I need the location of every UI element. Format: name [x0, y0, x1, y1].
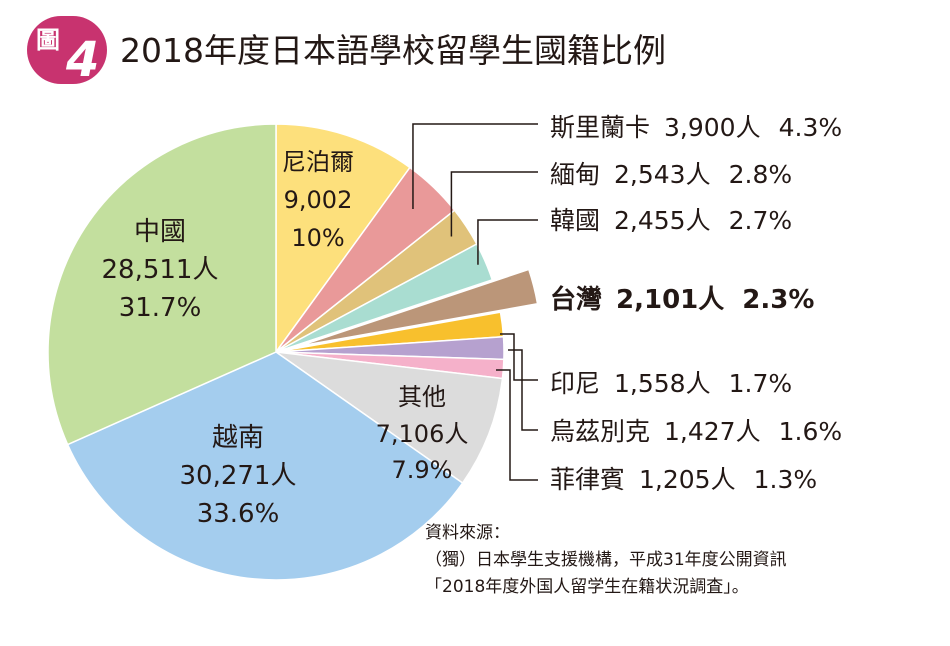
label-china-count: 28,511人: [102, 255, 219, 285]
label-others-count: 7,106人: [376, 420, 469, 448]
pie-slice-others: [275, 351, 504, 485]
label-nepal-count: 9,002: [284, 186, 353, 214]
label-uzbekistan-percent: 1.6%: [779, 417, 843, 446]
leader-line-uzbekistan: [508, 349, 538, 431]
label-indonesia: 印尼 1,558人 1.7%: [550, 369, 792, 398]
label-sri-lanka: 斯里蘭卡 3,900人 4.3%: [550, 113, 842, 142]
label-uzbekistan-count: 1,427人: [664, 417, 761, 446]
label-vietnam-percent: 33.6%: [197, 499, 280, 529]
source-line-2: 「2018年度外国人留学生在籍状況調査」。: [425, 577, 749, 597]
leader-line-indonesia: [500, 333, 538, 381]
badge-char: 圖: [36, 26, 60, 54]
label-uzbekistan-name: 烏茲別克: [550, 417, 650, 446]
label-uzbekistan: 烏茲別克 1,427人 1.6%: [550, 417, 842, 446]
label-indonesia-count: 1,558人: [614, 369, 711, 398]
label-taiwan-percent: 2.3%: [742, 285, 814, 315]
source-note: 資料來源： （獨）日本學生支援機構，平成31年度公開資訊 「2018年度外国人留…: [425, 520, 787, 601]
label-nepal-name: 尼泊爾: [282, 148, 354, 176]
label-taiwan: 台灣 2,101人 2.3%: [550, 284, 814, 315]
label-korea-percent: 2.7%: [729, 206, 793, 235]
leader-line-korea: [477, 219, 538, 265]
leader-line-philippines: [496, 369, 538, 481]
label-others-name: 其他: [398, 383, 446, 411]
label-korea: 韓國 2,455人 2.7%: [550, 206, 792, 235]
label-philippines-count: 1,205人: [639, 465, 736, 494]
label-sri-lanka-count: 3,900人: [664, 113, 761, 142]
label-philippines-name: 菲律賓: [550, 465, 625, 494]
label-vietnam-name: 越南: [212, 423, 264, 453]
badge-number: 4: [65, 32, 99, 88]
label-korea-count: 2,455人: [614, 206, 711, 235]
pie-slice-korea: [275, 242, 494, 353]
label-philippines-percent: 1.3%: [754, 465, 818, 494]
source-line-1: （獨）日本學生支援機構，平成31年度公開資訊: [425, 550, 787, 570]
slice-labels: 尼泊爾 9,002 10% 其他 7,106人 7.9% 越南 30,271人 33.6% 中國 2…: [102, 113, 843, 529]
pie-slice-taiwan: [299, 268, 539, 347]
label-nepal-percent: 10%: [291, 224, 344, 252]
leader-lines: [412, 123, 538, 481]
label-taiwan-count: 2,101人: [616, 285, 724, 315]
label-china-name: 中國: [134, 217, 186, 247]
pie-slice-vietnam: [66, 351, 464, 581]
label-korea-name: 韓國: [550, 206, 600, 235]
label-china-percent: 31.7%: [119, 293, 202, 323]
badge-background: [27, 16, 107, 84]
source-heading: 資料來源：: [425, 523, 510, 543]
chart-title: 2018年度日本語學校留學生國籍比例: [120, 31, 666, 70]
label-taiwan-name: 台灣: [550, 284, 602, 315]
label-indonesia-percent: 1.7%: [729, 369, 793, 398]
label-myanmar-count: 2,543人: [614, 160, 711, 189]
label-myanmar-percent: 2.8%: [729, 160, 793, 189]
label-sri-lanka-percent: 4.3%: [779, 113, 843, 142]
label-indonesia-name: 印尼: [550, 369, 600, 398]
label-vietnam-count: 30,271人: [180, 461, 297, 491]
figure-badge: 圖 4: [27, 16, 107, 88]
pie-slice-china: [47, 123, 277, 446]
label-sri-lanka-name: 斯里蘭卡: [550, 113, 650, 142]
leader-line-sri-lanka: [412, 123, 538, 210]
pie-slice-nepal: [275, 123, 411, 355]
label-others-percent: 7.9%: [392, 456, 453, 484]
label-myanmar-name: 緬甸: [550, 160, 600, 189]
leader-line-myanmar: [450, 171, 538, 237]
label-philippines: 菲律賓 1,205人 1.3%: [550, 465, 817, 494]
pie-slices: [47, 123, 539, 581]
label-myanmar: 緬甸 2,543人 2.8%: [550, 160, 792, 189]
